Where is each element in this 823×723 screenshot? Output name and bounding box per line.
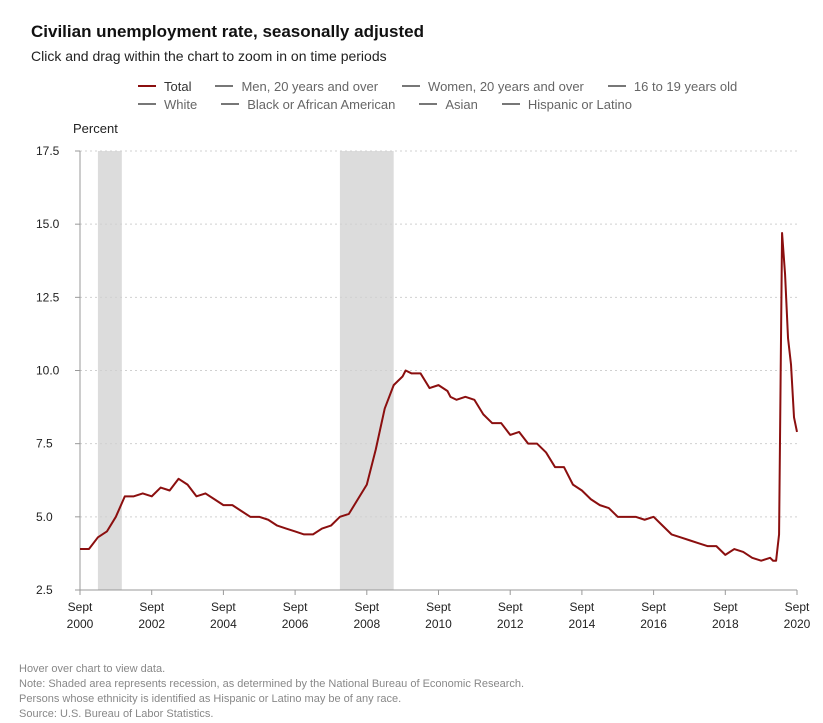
x-tick-month-label: Sept [713, 600, 738, 614]
legend-swatch-total [138, 85, 156, 87]
x-tick-year-label: 2014 [569, 617, 596, 631]
y-tick-label: 12.5 [36, 290, 60, 304]
legend-swatch-white [138, 103, 156, 105]
legend-row: Total Men, 20 years and over Women, 20 y… [138, 77, 778, 95]
legend-label: Black or African American [247, 96, 396, 112]
x-tick-month-label: Sept [139, 600, 164, 614]
x-tick-month-label: Sept [211, 600, 236, 614]
legend-label: Men, 20 years and over [241, 78, 379, 94]
x-tick-year-label: 2000 [67, 617, 94, 631]
legend-label: Asian [445, 96, 478, 112]
x-tick-year-label: 2016 [640, 617, 667, 631]
x-tick-month-label: Sept [354, 600, 379, 614]
x-tick-month-label: Sept [641, 600, 666, 614]
x-tick-month-label: Sept [68, 600, 93, 614]
axes: 2.5 5.0 7.5 10.0 12.5 15.0 17.5 Sept 2000 Sept 200… [36, 144, 811, 631]
legend-swatch-black [221, 103, 240, 105]
legend-item-teens[interactable]: 16 to 19 years old [607, 78, 738, 94]
x-tick-month-label: Sept [283, 600, 308, 614]
footer-ethnicity-note: Persons whose ethnicity is identified as… [19, 693, 402, 705]
legend-label: Women, 20 years and over [428, 78, 584, 94]
legend-item-total[interactable]: Total [138, 79, 191, 94]
x-tick-month-label: Sept [426, 600, 451, 614]
y-tick-label: 15.0 [36, 217, 60, 231]
legend-swatch-men [215, 85, 234, 87]
x-tick-year-label: 2004 [210, 617, 237, 631]
x-tick-year-label: 2020 [784, 617, 811, 631]
legend-swatch-asian [419, 103, 438, 105]
x-tick-year-label: 2018 [712, 617, 739, 631]
y-tick-label: 5.0 [36, 510, 53, 524]
legend-item-hispanic[interactable]: Hispanic or Latino [501, 96, 632, 112]
recession-band [97, 151, 122, 590]
x-tick-month-label: Sept [498, 600, 523, 614]
grid-lines [80, 150, 797, 518]
legend-swatch-teens [607, 85, 626, 87]
x-tick-year-label: 2008 [353, 617, 380, 631]
chart-title: Civilian unemployment rate, seasonally a… [31, 22, 425, 41]
x-tick-year-label: 2012 [497, 617, 524, 631]
y-axis-label: Percent [73, 121, 118, 136]
legend-item-asian[interactable]: Asian [419, 97, 478, 112]
footer-notes: Hover over chart to view data. Note: Sha… [19, 662, 524, 722]
series-lines [80, 231, 798, 562]
footer-hover-note: Hover over chart to view data. [19, 663, 166, 675]
x-tick-year-label: 2010 [425, 617, 452, 631]
legend-label: Total [164, 78, 192, 94]
y-tick-label: 10.0 [36, 364, 60, 378]
y-tick-label: 2.5 [36, 583, 53, 597]
y-tick-label: 17.5 [36, 144, 60, 158]
footer-source: Source: U.S. Bureau of Labor Statistics. [19, 708, 214, 720]
legend-item-black[interactable]: Black or African American [221, 97, 395, 112]
x-tick-month-label: Sept [785, 600, 810, 614]
legend-label: White [164, 96, 198, 112]
x-tick-year-label: 2006 [282, 617, 309, 631]
x-tick-year-label: 2002 [138, 617, 165, 631]
legend-swatch-women [402, 85, 421, 87]
legend-item-women[interactable]: Women, 20 years and over [402, 79, 584, 94]
legend-item-white[interactable]: White [138, 97, 197, 112]
legend-item-men[interactable]: Men, 20 years and over [215, 79, 378, 94]
legend-row: White Black or African American Asian Hi… [138, 95, 778, 113]
series-line-total [80, 231, 798, 562]
legend-label: 16 to 19 years old [633, 78, 738, 94]
legend: Total Men, 20 years and over Women, 20 y… [138, 77, 778, 113]
legend-label: Hispanic or Latino [527, 96, 632, 112]
y-tick-label: 7.5 [36, 437, 53, 451]
chart-subtitle: Click and drag within the chart to zoom … [31, 48, 387, 64]
footer-recession-note: Note: Shaded area represents recession, … [19, 678, 525, 690]
x-tick-month-label: Sept [570, 600, 595, 614]
legend-swatch-hispanic [501, 103, 520, 105]
line-chart[interactable]: 2.5 5.0 7.5 10.0 12.5 15.0 17.5 Sept 2000 Sept 200… [0, 0, 823, 650]
